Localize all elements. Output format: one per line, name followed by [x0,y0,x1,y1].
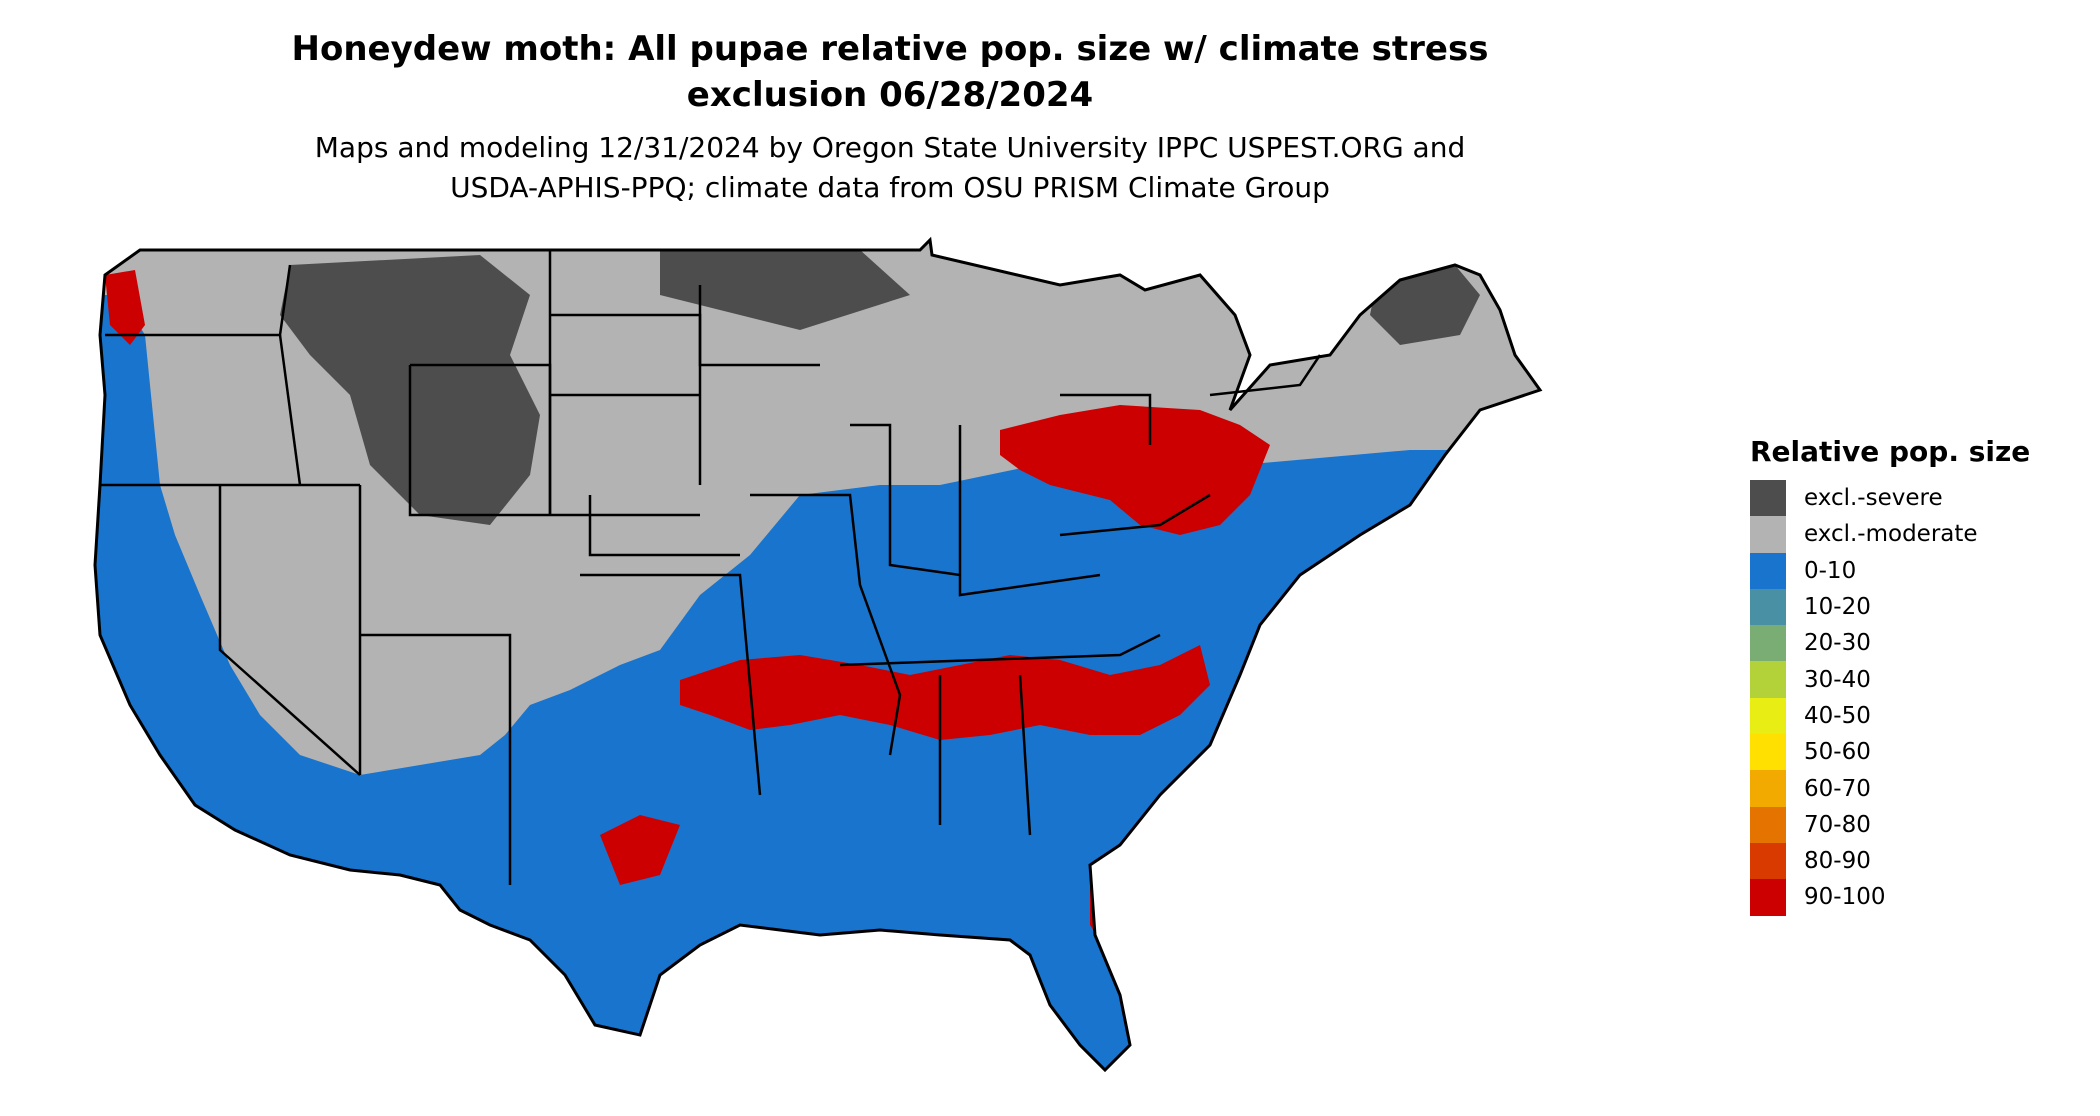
legend-swatch [1750,770,1786,807]
legend-label: 80-90 [1804,848,1871,875]
legend-item: 90-100 [1750,879,2090,916]
map-title: Honeydew moth: All pupae relative pop. s… [140,26,1640,118]
legend-item: 60-70 [1750,770,2090,807]
legend-swatch [1750,588,1786,626]
legend-items: excl.-severe excl.-moderate 0-10 10-20 2… [1750,480,2090,916]
legend-swatch [1750,697,1786,735]
subtitle-line-1: Maps and modeling 12/31/2024 by Oregon S… [314,131,1466,164]
legend-item: 20-30 [1750,625,2090,662]
legend-label: 50-60 [1804,739,1871,766]
map-zone-hot-ohio-valley [1000,405,1270,535]
map-fill-layer [95,240,1540,1070]
legend-label: 20-30 [1804,630,1871,657]
legend-label: 90-100 [1804,884,1886,911]
legend-item: excl.-moderate [1750,516,2090,553]
us-map [60,235,1740,1115]
legend-item: 0-10 [1750,552,2090,589]
border-mn [698,285,820,367]
legend-item: 80-90 [1750,842,2090,880]
legend-label: excl.-moderate [1804,521,1978,548]
legend-item: 70-80 [1750,806,2090,843]
border-pa-ny [1060,393,1152,445]
legend-label: 10-20 [1804,594,1871,621]
map-zone-hot-gulf-belt [680,645,1210,740]
border-va-wv [1059,493,1211,537]
legend-item: 40-50 [1750,697,2090,735]
legend-label: 40-50 [1804,702,1871,729]
legend-swatch [1750,625,1786,662]
legend-swatch [1750,661,1786,698]
map-subtitle: Maps and modeling 12/31/2024 by Oregon S… [140,128,1640,208]
map-zone-hot-washington-coast [105,270,145,345]
legend-label: 30-40 [1804,666,1871,693]
legend-item: 10-20 [1750,588,2090,626]
border-il-in [850,423,961,577]
border-mo-ms [750,493,902,756]
map-zone-excl-severe-maine [1370,265,1480,345]
legend-swatch [1750,480,1786,517]
map-zone-excl-severe-north [660,250,910,330]
legend: Relative pop. size excl.-severe excl.-mo… [1750,432,2090,916]
us-outline [93,236,1543,1073]
legend-swatch [1750,842,1786,880]
border-new-england [1209,354,1322,397]
us-map-svg [93,236,1543,1073]
border-ca-nv [218,485,361,776]
legend-item: 50-60 [1750,734,2090,771]
border-ks [588,495,740,557]
border-ut-az-nm [360,633,512,885]
title-line-1: Honeydew moth: All pupae relative pop. s… [291,29,1489,69]
legend-swatch [1750,516,1786,553]
legend-swatch [1750,879,1786,916]
legend-label: 70-80 [1804,811,1871,838]
border-ok-ar [580,573,762,796]
legend-item: 30-40 [1750,661,2090,698]
legend-swatch [1750,806,1786,843]
legend-swatch [1750,734,1786,771]
title-line-2: exclusion 06/28/2024 [686,75,1094,115]
legend-swatch [1750,552,1786,589]
border-in-oh-ky [958,425,1101,597]
border-ga [1018,674,1032,836]
legend-label: 0-10 [1804,557,1857,584]
border-tn-nc [839,633,1161,667]
legend-label: excl.-severe [1804,485,1943,512]
border-wy-co [408,365,700,517]
border-id [278,334,302,486]
state-borders [100,250,1322,885]
legend-item: excl.-severe [1750,480,2090,517]
subtitle-line-2: USDA-APHIS-PPQ; climate data from OSU PR… [450,171,1330,204]
legend-title: Relative pop. size [1750,435,2031,468]
map-zone-hot-texas-coast [600,815,680,885]
legend-label: 60-70 [1804,775,1871,802]
